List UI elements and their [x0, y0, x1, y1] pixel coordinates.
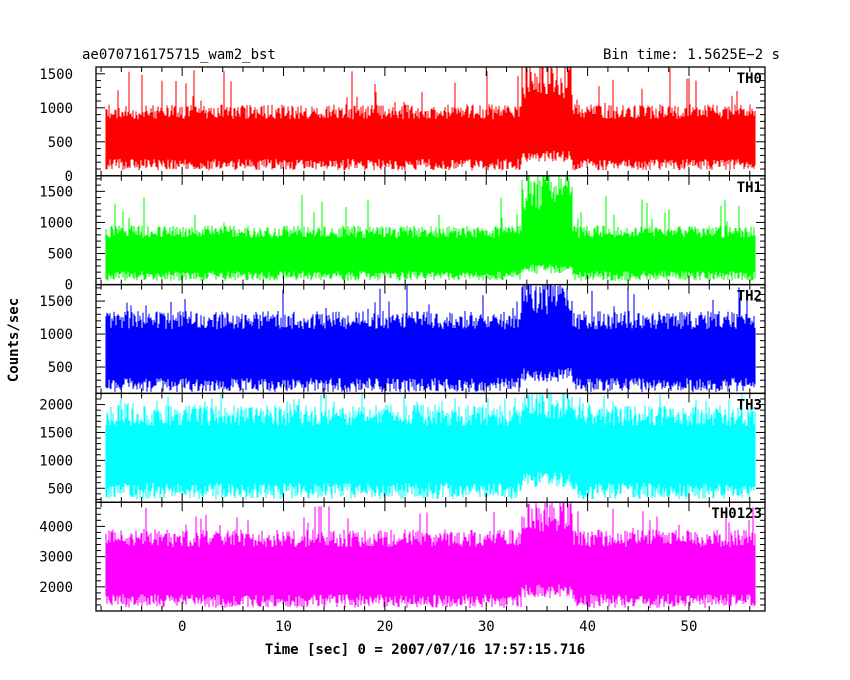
y-tick-label: 1000: [39, 453, 73, 469]
x-tick-label: 50: [681, 619, 698, 635]
y-tick-label: 2000: [39, 580, 73, 596]
x-tick-label: 0: [178, 619, 186, 635]
light-curve-th0: [105, 67, 756, 171]
x-tick-label: 10: [275, 619, 292, 635]
panel-label-th0123: TH0123: [711, 506, 762, 522]
y-tick-label: 1000: [39, 327, 73, 343]
y-tick-label: 1000: [39, 215, 73, 231]
light-curve-th1: [105, 175, 756, 281]
panel-th3: 500 1000 1500 2000 TH3: [39, 392, 766, 503]
y-tick-label: 1500: [39, 294, 73, 310]
light-curve-th3: [105, 393, 756, 500]
y-tick-label: 500: [48, 360, 73, 376]
y-tick-label: 1500: [39, 184, 73, 200]
y-tick-label: 500: [48, 247, 73, 263]
panels-group: 0 500 1000 1500 TH0 0 500 1000 1500 TH1 500 1000 150…: [39, 66, 766, 612]
x-tick-label: 30: [478, 619, 495, 635]
y-tick-label: 500: [48, 135, 73, 151]
panel-th1: 0 500 1000 1500 TH1: [39, 175, 766, 294]
panel-label-th1: TH1: [737, 180, 762, 196]
y-tick-label: 0: [65, 169, 73, 185]
y-tick-label: 1500: [39, 425, 73, 441]
panel-label-th0: TH0: [737, 71, 762, 87]
x-tick-label: 20: [376, 619, 393, 635]
light-curve-th0123: [105, 502, 756, 608]
y-tick-label: 1000: [39, 101, 73, 117]
y-tick-label: 2000: [39, 398, 73, 414]
panel-label-th2: TH2: [737, 289, 762, 305]
y-tick-label: 500: [48, 481, 73, 497]
y-tick-label: 4000: [39, 519, 73, 535]
bin-time-label: Bin time: 1.5625E−2 s: [603, 47, 780, 63]
panel-th0: 0 500 1000 1500 TH0: [39, 66, 766, 185]
y-tick-label: 0: [65, 278, 73, 294]
x-tick-label: 40: [579, 619, 596, 635]
x-axis-label: Time [sec] 0 = 2007/07/16 17:57:15.716: [265, 642, 585, 658]
y-tick-label: 3000: [39, 550, 73, 566]
panel-label-th3: TH3: [737, 397, 762, 413]
light-curve-th2: [105, 284, 756, 393]
panel-th0123: 2000 3000 4000 TH0123: [39, 501, 766, 612]
y-axis-label: Counts/sec: [6, 298, 22, 382]
panel-th2: 500 1000 1500 TH2: [39, 283, 766, 395]
x-axis: 0 10 20 30 40 50: [178, 619, 697, 635]
y-tick-label: 1500: [39, 67, 73, 83]
observation-id-title: ae070716175715_wam2_bst: [82, 47, 276, 63]
